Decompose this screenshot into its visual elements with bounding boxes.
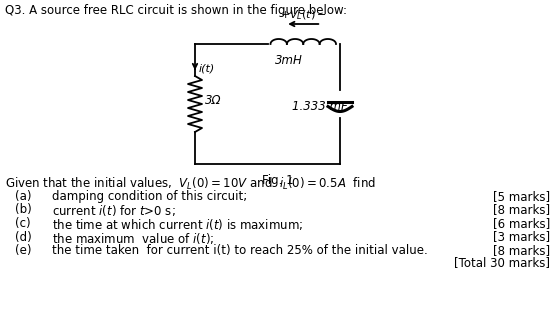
Text: Given that the initial values,  $V_L(0) = 10V$ and  $i_L(0) = 0.5A$  find: Given that the initial values, $V_L(0) =…: [5, 176, 376, 192]
Text: Q3. A source free RLC circuit is shown in the figure below:: Q3. A source free RLC circuit is shown i…: [5, 4, 347, 17]
Text: (d): (d): [15, 231, 32, 243]
Text: Fig. 1: Fig. 1: [262, 174, 294, 187]
Text: (e): (e): [15, 244, 32, 257]
Text: i(t): i(t): [199, 64, 215, 74]
Text: $+V_L(t)-$: $+V_L(t)-$: [280, 8, 327, 22]
Text: 3mH: 3mH: [275, 54, 302, 67]
Text: damping condition of this circuit;: damping condition of this circuit;: [52, 190, 247, 203]
Text: 1.333 mF: 1.333 mF: [292, 100, 348, 113]
Text: current $i(t)$ for $t$>0 s;: current $i(t)$ for $t$>0 s;: [52, 203, 176, 218]
Text: the time at which current $i(t)$ is maximum;: the time at which current $i(t)$ is maxi…: [52, 217, 303, 232]
Text: the maximum  value of $i(t)$;: the maximum value of $i(t)$;: [52, 231, 214, 246]
Text: [8 marks]: [8 marks]: [493, 244, 550, 257]
Text: (c): (c): [15, 217, 31, 230]
Text: [8 marks]: [8 marks]: [493, 203, 550, 217]
Text: (b): (b): [15, 203, 32, 217]
Text: [Total 30 marks]: [Total 30 marks]: [454, 256, 550, 270]
Text: 3Ω: 3Ω: [205, 94, 221, 106]
Text: [3 marks]: [3 marks]: [493, 231, 550, 243]
Text: the time taken  for current i(t) to reach 25% of the initial value.: the time taken for current i(t) to reach…: [52, 244, 428, 257]
Text: (a): (a): [15, 190, 32, 203]
Text: [5 marks]: [5 marks]: [493, 190, 550, 203]
Text: [6 marks]: [6 marks]: [493, 217, 550, 230]
